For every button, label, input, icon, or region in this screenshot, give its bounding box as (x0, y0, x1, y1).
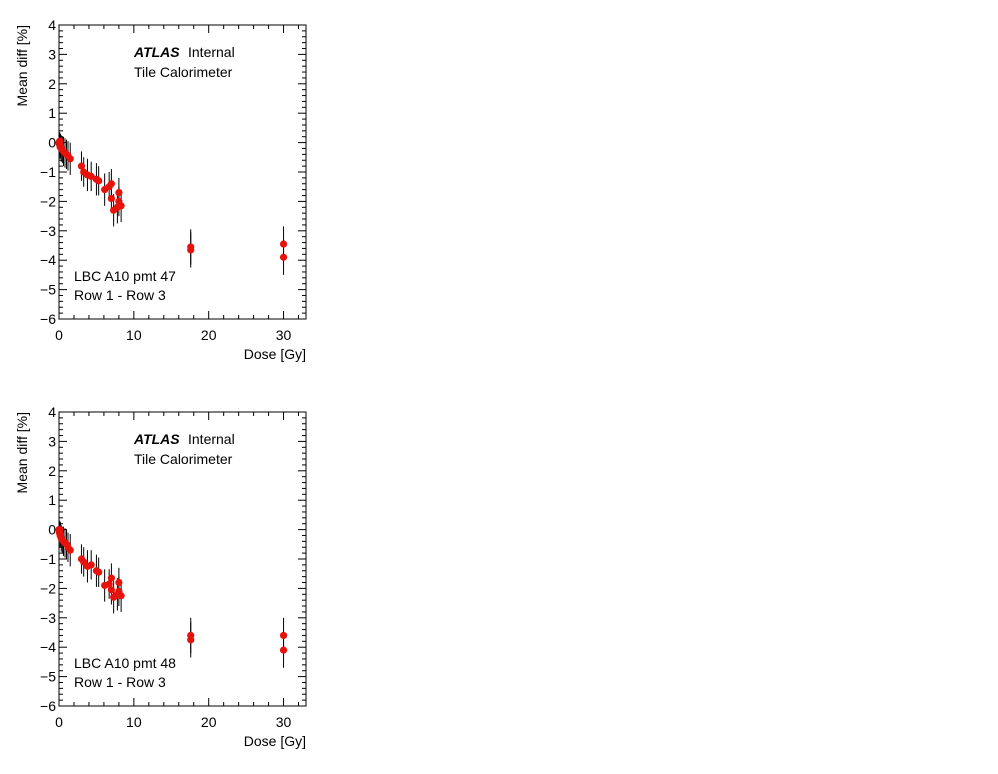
y-tick-label: 1 (48, 105, 56, 121)
y-tick-label: −4 (40, 252, 56, 268)
data-point (115, 188, 123, 197)
x-axis-title: Dose [Gy] (244, 346, 306, 362)
data-point (95, 177, 103, 185)
y-tick-label: −5 (40, 669, 56, 685)
data-point (187, 246, 195, 254)
data-point (279, 646, 288, 654)
x-tick-label: 0 (55, 327, 63, 343)
channel-label: LBC A10 pmt 48 (74, 655, 176, 671)
x-tick-label: 30 (276, 714, 292, 730)
data-point (66, 546, 74, 554)
data-point (187, 636, 195, 644)
status-label: Internal (188, 44, 235, 60)
rows-label: Row 1 - Row 3 (74, 674, 166, 690)
atlas-label: ATLAS (133, 431, 180, 447)
data-point (279, 253, 288, 261)
channel-label: LBC A10 pmt 47 (74, 268, 176, 284)
data-point (107, 194, 115, 203)
y-tick-label: −1 (40, 551, 56, 567)
y-tick-label: −6 (40, 311, 56, 327)
data-point (107, 180, 115, 188)
data-point (77, 162, 86, 170)
y-tick-label: −4 (40, 639, 56, 655)
y-tick-label: −1 (40, 164, 56, 180)
data-point (95, 568, 103, 576)
data-point (87, 561, 95, 569)
data-point (279, 240, 288, 248)
detector-label: Tile Calorimeter (134, 64, 233, 80)
y-tick-label: 0 (48, 135, 56, 151)
y-tick-label: 2 (48, 76, 56, 92)
y-tick-label: 0 (48, 522, 56, 538)
y-tick-label: −3 (40, 610, 56, 626)
data-point (107, 586, 115, 594)
y-tick-label: −3 (40, 223, 56, 239)
y-tick-label: −2 (40, 193, 56, 209)
y-tick-label: 1 (48, 492, 56, 508)
detector-label: Tile Calorimeter (134, 451, 233, 467)
y-axis-title: Mean diff [%] (14, 412, 30, 493)
y-tick-label: 4 (48, 404, 56, 420)
chart-panel-2: −6 −5 −4 −3 −2 −1 0 1 2 3 4 0 10 20 30 Dose [Gy] Mean di… (14, 404, 307, 749)
x-tick-label: 30 (276, 327, 292, 343)
data-point (66, 155, 74, 163)
y-tick-label: 3 (48, 433, 56, 449)
y-tick-label: −5 (40, 282, 56, 298)
y-tick-label: 4 (48, 17, 56, 33)
rows-label: Row 1 - Row 3 (74, 287, 166, 303)
status-label: Internal (188, 431, 235, 447)
data-point (107, 574, 115, 582)
x-tick-label: 10 (126, 327, 142, 343)
y-axis-title: Mean diff [%] (14, 25, 30, 106)
data-point (117, 202, 125, 210)
x-axis-title: Dose [Gy] (244, 733, 306, 749)
data-point (117, 592, 125, 600)
x-tick-label: 10 (126, 714, 142, 730)
chart-panel-1: −6 −5 −4 −3 −2 −1 0 1 2 3 4 0 10 20 30 Dose [Gy] Mean di… (14, 17, 307, 362)
x-tick-label: 0 (55, 714, 63, 730)
y-tick-label: −2 (40, 580, 56, 596)
y-tick-label: −6 (40, 698, 56, 714)
x-tick-label: 20 (201, 327, 217, 343)
data-point (279, 631, 288, 640)
atlas-label: ATLAS (133, 44, 180, 60)
y-tick-label: 2 (48, 463, 56, 479)
y-tick-label: 3 (48, 46, 56, 62)
data-point (87, 172, 95, 181)
data-point (105, 580, 113, 588)
x-tick-label: 20 (201, 714, 217, 730)
data-point (115, 578, 123, 587)
